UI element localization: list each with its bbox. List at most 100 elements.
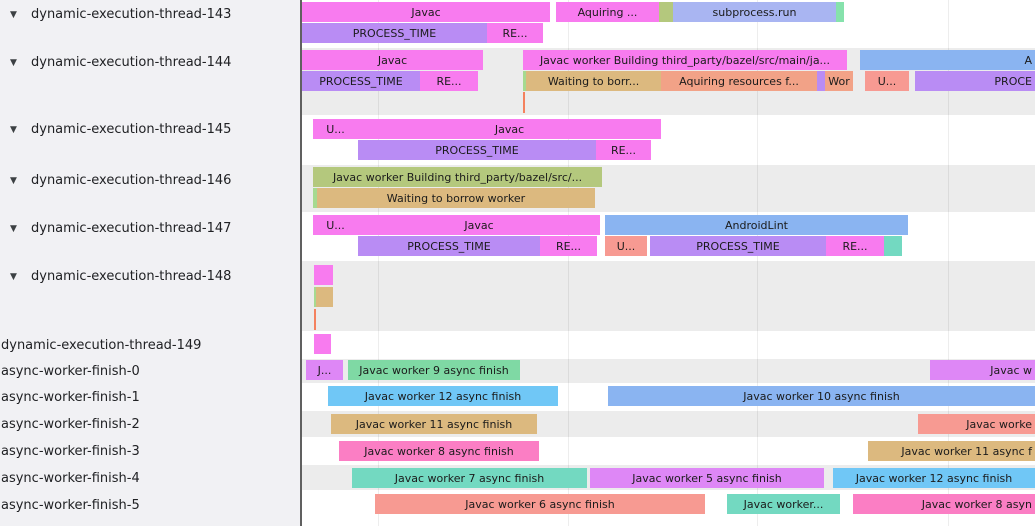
- trace-slice[interactable]: Javac worker Building third_party/bazel/…: [523, 50, 847, 70]
- trace-slice[interactable]: PROCESS_TIME: [302, 71, 420, 91]
- time-gridline: [757, 0, 758, 526]
- trace-slice[interactable]: [817, 71, 825, 91]
- track-label[interactable]: dynamic-execution-thread-149: [0, 337, 300, 354]
- track-label[interactable]: ▼ dynamic-execution-thread-146: [0, 172, 300, 189]
- trace-slice[interactable]: PROCESS_TIME: [650, 236, 826, 256]
- trace-slice[interactable]: Javac: [358, 119, 661, 139]
- collapse-triangle-icon[interactable]: ▼: [10, 223, 17, 234]
- trace-slice[interactable]: Javac worker 8 asyn: [853, 494, 1035, 514]
- track-label[interactable]: async-worker-finish-0: [0, 363, 300, 380]
- trace-slice-label: PROCE: [994, 74, 1032, 88]
- trace-slice[interactable]: U...: [313, 215, 358, 235]
- trace-slice-label: U...: [616, 239, 636, 253]
- trace-slice[interactable]: Javac worker 8 async finish: [339, 441, 539, 461]
- trace-slice[interactable]: [316, 287, 333, 307]
- trace-slice[interactable]: PROCESS_TIME: [358, 236, 540, 256]
- track-label[interactable]: ▼ dynamic-execution-thread-143: [0, 6, 300, 23]
- trace-slice-label: Aquiring resources f...: [679, 74, 799, 88]
- trace-slice[interactable]: [659, 2, 673, 22]
- track-label[interactable]: ▼ dynamic-execution-thread-147: [0, 220, 300, 237]
- collapse-triangle-icon[interactable]: ▼: [10, 9, 17, 20]
- trace-slice[interactable]: RE...: [826, 236, 884, 256]
- trace-slice-label: PROCESS_TIME: [407, 239, 491, 253]
- trace-slice[interactable]: Javac worker 5 async finish: [590, 468, 824, 488]
- trace-slice[interactable]: Javac worker 11 async finish: [331, 414, 537, 434]
- trace-slice[interactable]: RE...: [487, 23, 543, 43]
- trace-slice-label: PROCESS_TIME: [352, 26, 437, 40]
- track-name-text: dynamic-execution-thread-147: [31, 221, 232, 236]
- trace-slice[interactable]: Javac worker 6 async finish: [375, 494, 705, 514]
- track-label[interactable]: async-worker-finish-5: [0, 497, 300, 514]
- track-name-sidebar: ▼ dynamic-execution-thread-143 ▼ dynamic-ex…: [0, 0, 300, 526]
- sidebar-divider[interactable]: [300, 0, 302, 526]
- trace-slice-label: U...: [877, 74, 897, 88]
- track-label[interactable]: async-worker-finish-4: [0, 470, 300, 487]
- collapse-triangle-icon[interactable]: ▼: [10, 175, 17, 186]
- trace-slice[interactable]: [313, 188, 319, 208]
- trace-slice[interactable]: U...: [865, 71, 909, 91]
- trace-slice[interactable]: subprocess.run: [673, 2, 836, 22]
- trace-slice[interactable]: AndroidLint: [605, 215, 908, 235]
- trace-slice[interactable]: A: [860, 50, 1035, 70]
- trace-slice[interactable]: Javac worke: [918, 414, 1035, 434]
- trace-slice[interactable]: U...: [313, 119, 358, 139]
- trace-slice[interactable]: Waiting to borr...: [526, 71, 661, 91]
- trace-slice-label: RE...: [502, 26, 528, 40]
- collapse-triangle-icon[interactable]: ▼: [10, 57, 17, 68]
- track-name-text: dynamic-execution-thread-144: [31, 55, 232, 70]
- track-label[interactable]: ▼ dynamic-execution-thread-144: [0, 54, 300, 71]
- collapse-triangle-icon[interactable]: ▼: [10, 124, 17, 135]
- trace-slice[interactable]: J...: [306, 360, 343, 380]
- trace-slice[interactable]: RE...: [596, 140, 651, 160]
- trace-slice-label: U...: [326, 218, 345, 232]
- track-label[interactable]: async-worker-finish-1: [0, 389, 300, 406]
- track-row-background: [302, 261, 1035, 331]
- trace-slice[interactable]: Wor: [825, 71, 853, 91]
- trace-slice[interactable]: Javac worker 9 async finish: [348, 360, 520, 380]
- trace-slice[interactable]: Javac worker 10 async finish: [608, 386, 1035, 406]
- trace-slice-label: Javac worker Building third_party/bazel/…: [539, 53, 831, 67]
- trace-slice-label: Waiting to borrow worker: [386, 191, 526, 205]
- trace-slice[interactable]: Javac worker Building third_party/bazel/…: [313, 167, 602, 187]
- trace-slice[interactable]: Javac w: [930, 360, 1035, 380]
- trace-slice[interactable]: [836, 2, 844, 22]
- trace-slice[interactable]: [884, 236, 902, 256]
- trace-slice[interactable]: RE...: [540, 236, 597, 256]
- track-label[interactable]: async-worker-finish-2: [0, 416, 300, 433]
- track-label[interactable]: ▼ dynamic-execution-thread-145: [0, 121, 300, 138]
- trace-slice[interactable]: PROCE: [915, 71, 1035, 91]
- trace-slice[interactable]: Aquiring ...: [556, 2, 659, 22]
- trace-slice[interactable]: Javac: [302, 50, 483, 70]
- time-gridline: [568, 0, 569, 526]
- trace-slice[interactable]: RE...: [420, 71, 478, 91]
- time-gridline: [948, 0, 949, 526]
- trace-slice[interactable]: [314, 334, 331, 354]
- trace-slice[interactable]: Javac: [358, 215, 600, 235]
- trace-slice[interactable]: Waiting to borrow worker: [317, 188, 595, 208]
- trace-slice[interactable]: Javac worker 12 async finish: [833, 468, 1035, 488]
- trace-slice[interactable]: Javac: [302, 2, 550, 22]
- track-label[interactable]: ▼ dynamic-execution-thread-148: [0, 268, 300, 285]
- trace-slice[interactable]: PROCESS_TIME: [302, 23, 487, 43]
- trace-slice-label: Javac worke: [966, 417, 1032, 431]
- trace-slice[interactable]: [314, 265, 333, 285]
- trace-slice[interactable]: PROCESS_TIME: [358, 140, 596, 160]
- trace-slice-label: Javac worker 10 async finish: [743, 389, 900, 403]
- trace-slice[interactable]: Aquiring resources f...: [661, 71, 817, 91]
- instant-marker[interactable]: [523, 92, 525, 113]
- trace-slice[interactable]: Javac worker...: [727, 494, 840, 514]
- trace-slice[interactable]: Javac worker 11 async f: [868, 441, 1035, 461]
- timeline-canvas[interactable]: Javac Aquiring ... subprocess.run PROCESS_T…: [302, 0, 1035, 526]
- collapse-triangle-icon[interactable]: ▼: [10, 271, 17, 282]
- track-label[interactable]: async-worker-finish-3: [0, 443, 300, 460]
- instant-marker[interactable]: [314, 309, 316, 330]
- trace-slice[interactable]: Javac worker 7 async finish: [352, 468, 587, 488]
- trace-slice[interactable]: U...: [605, 236, 647, 256]
- track-name-text: async-worker-finish-2: [1, 417, 140, 432]
- trace-slice-label: U...: [326, 122, 345, 136]
- track-name-text: async-worker-finish-1: [1, 390, 140, 405]
- trace-slice-label: Javac worker 6 async finish: [465, 497, 615, 511]
- track-name-text: async-worker-finish-0: [1, 364, 140, 379]
- trace-slice[interactable]: Javac worker 12 async finish: [328, 386, 558, 406]
